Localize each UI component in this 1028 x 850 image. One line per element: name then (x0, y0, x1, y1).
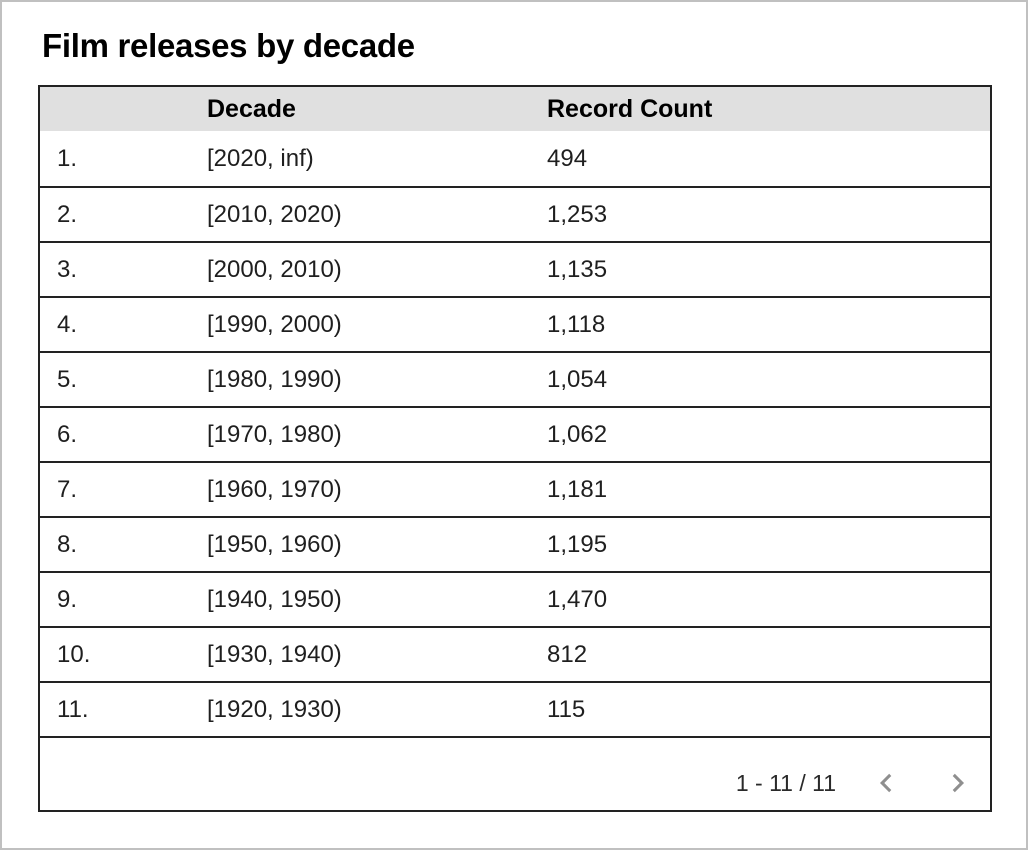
row-index: 9. (57, 585, 78, 613)
record-count-value: 1,470 (547, 585, 608, 613)
record-count-value: 1,195 (547, 530, 608, 558)
record-count-value: 1,253 (547, 200, 608, 228)
row-index: 2. (57, 200, 78, 228)
table-row[interactable]: 5. [1980, 1990) 1,054 (40, 351, 990, 406)
table-row[interactable]: 4. [1990, 2000) 1,118 (40, 296, 990, 351)
table-pagination-bar: 1 - 11 / 11 (40, 736, 990, 810)
row-index: 1. (57, 144, 78, 172)
decade-value: [1990, 2000) (207, 310, 342, 338)
table-row[interactable]: 11. [1920, 1930) 115 (40, 681, 990, 736)
decade-value: [1930, 1940) (207, 640, 342, 668)
table-row[interactable]: 10. [1930, 1940) 812 (40, 626, 990, 681)
row-index: 6. (57, 420, 78, 448)
decade-value: [1920, 1930) (207, 695, 342, 723)
next-page-button[interactable] (944, 770, 970, 796)
previous-page-button[interactable] (874, 770, 900, 796)
header-cell-record-count[interactable]: Record Count (547, 94, 713, 123)
film-releases-table: Decade Record Count 1. [2020, inf) 494 2… (38, 85, 992, 812)
record-count-value: 115 (547, 695, 586, 723)
decade-value: [1970, 1980) (207, 420, 342, 448)
record-count-value: 1,062 (547, 420, 608, 448)
table-row[interactable]: 7. [1960, 1970) 1,181 (40, 461, 990, 516)
table-row[interactable]: 1. [2020, inf) 494 (40, 131, 990, 186)
chevron-left-icon (874, 770, 900, 796)
record-count-value: 1,054 (547, 365, 608, 393)
row-index: 4. (57, 310, 78, 338)
table-header-row: Decade Record Count (40, 87, 990, 131)
record-count-value: 1,181 (547, 475, 608, 503)
header-cell-decade[interactable]: Decade (207, 94, 296, 123)
record-count-value: 812 (547, 640, 588, 668)
decade-value: [1980, 1990) (207, 365, 342, 393)
record-count-value: 494 (547, 144, 588, 172)
row-index: 11. (57, 695, 89, 723)
decade-value: [1950, 1960) (207, 530, 342, 558)
table-row[interactable]: 2. [2010, 2020) 1,253 (40, 186, 990, 241)
chevron-right-icon (944, 770, 970, 796)
row-index: 10. (57, 640, 91, 668)
page-title: Film releases by decade (42, 27, 415, 64)
record-count-value: 1,135 (547, 255, 608, 283)
table-row[interactable]: 6. [1970, 1980) 1,062 (40, 406, 990, 461)
row-index: 7. (57, 475, 78, 503)
row-index: 3. (57, 255, 78, 283)
decade-value: [2000, 2010) (207, 255, 342, 283)
table-row[interactable]: 3. [2000, 2010) 1,135 (40, 241, 990, 296)
decade-value: [2010, 2020) (207, 200, 342, 228)
row-index: 8. (57, 530, 78, 558)
pagination-range-label: 1 - 11 / 11 (735, 769, 836, 796)
table-body: 1. [2020, inf) 494 2. [2010, 2020) 1,253… (40, 131, 990, 736)
table-row[interactable]: 9. [1940, 1950) 1,470 (40, 571, 990, 626)
decade-value: [2020, inf) (207, 144, 314, 172)
decade-value: [1940, 1950) (207, 585, 342, 613)
decade-value: [1960, 1970) (207, 475, 342, 503)
row-index: 5. (57, 365, 78, 393)
table-row[interactable]: 8. [1950, 1960) 1,195 (40, 516, 990, 571)
record-count-value: 1,118 (547, 310, 606, 338)
